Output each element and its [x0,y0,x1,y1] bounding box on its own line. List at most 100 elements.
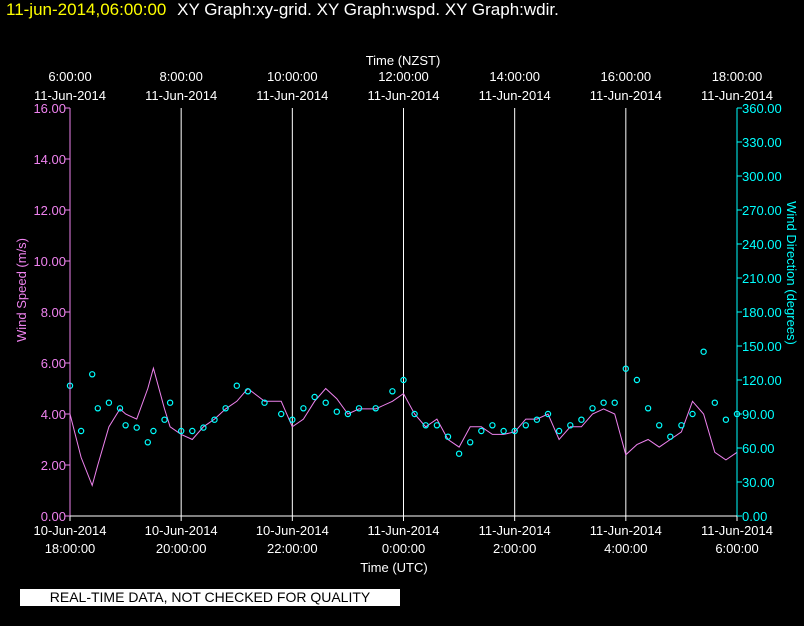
bottom-tick-time: 0:00:00 [382,541,425,556]
wind-direction-point [177,427,185,435]
wind-direction-point [211,416,218,423]
wind-direction-point [261,399,268,406]
wind-direction-point [411,410,418,418]
left-tick-label: 0.00 [41,509,66,524]
wind-direction-point [400,376,407,384]
wind-direction-point [722,416,730,423]
wind-direction-point [433,422,441,429]
series-layer [66,348,741,487]
bottom-tick-date: 11-Jun-2014 [479,523,551,538]
wind-direction-point [500,427,507,435]
wind-direction-point [511,427,518,435]
wind-direction-point [222,405,229,412]
wind-direction-point [644,405,652,412]
right-tick-label: 150.00 [742,339,782,354]
right-tick-label: 300.00 [742,169,782,184]
wind-direction-point [444,433,452,440]
wind-direction-point [389,388,396,395]
right-tick-label: 180.00 [742,305,782,320]
quality-disclaimer: REAL-TIME DATA, NOT CHECKED FOR QUALITY [20,589,400,606]
top-tick-date: 11-Jun-2014 [590,88,662,103]
wind-direction-point [105,399,113,406]
bottom-tick-date: 11-Jun-2014 [701,523,773,538]
right-tick-label: 30.00 [742,475,775,490]
wind-direction-point [144,439,151,446]
wind-direction-point [344,410,352,418]
bottom-axis-title: Time (UTC) [360,560,427,575]
wind-direction-point [478,427,485,435]
wind-direction-point [289,416,296,423]
wind-direction-point [544,410,552,418]
wind-direction-point [489,422,496,429]
wind-direction-point [600,399,607,406]
left-tick-label: 4.00 [41,407,66,422]
right-tick-label: 120.00 [742,373,782,388]
top-tick-time: 16:00:00 [601,69,652,84]
bottom-tick-date: 10-Jun-2014 [145,523,218,538]
bottom-tick-time: 22:00:00 [267,541,318,556]
left-tick-label: 12.00 [33,203,66,218]
wind-direction-point [522,422,530,429]
right-axis-title: Wind Direction (degrees) [784,201,799,345]
wind-direction-point [711,399,719,406]
wind-direction-point [166,399,174,406]
bottom-tick-time: 18:00:00 [45,541,96,556]
left-axis-title: Wind Speed (m/s) [14,238,29,342]
top-tick-date: 11-Jun-2014 [367,88,439,103]
top-tick-time: 14:00:00 [489,69,540,84]
wind-direction-point [589,405,596,412]
wind-direction-point [611,399,618,406]
wind-direction-point [161,416,168,423]
right-tick-label: 60.00 [742,441,775,456]
wind-direction-point [422,422,429,429]
right-tick-label: 0.00 [742,509,767,524]
wind-direction-point [700,348,707,355]
wind-direction-point [372,405,379,412]
wind-direction-point [667,433,674,440]
wind-direction-point [311,393,318,401]
top-tick-date: 11-Jun-2014 [256,88,328,103]
bottom-tick-date: 11-Jun-2014 [590,523,662,538]
wind-direction-point [200,424,207,431]
wind-direction-point [122,422,129,429]
right-tick-label: 330.00 [742,135,782,150]
left-tick-label: 10.00 [33,254,66,269]
wind-direction-point [555,427,563,435]
wind-direction-point [116,405,124,412]
right-tick-label: 240.00 [742,237,782,252]
wind-direction-point [322,399,329,406]
wind-direction-series [66,348,741,457]
wind-direction-point [455,450,463,457]
left-tick-label: 6.00 [41,356,66,371]
top-tick-time: 18:00:00 [712,69,763,84]
wind-direction-point [355,405,363,412]
bottom-tick-date: 10-Jun-2014 [256,523,329,538]
wind-direction-point [244,388,252,395]
wind-direction-point [567,422,574,429]
wind-direction-point [467,439,474,446]
header-timestamp: 11-jun-2014,06:00:00 [6,0,167,19]
bottom-tick-time: 20:00:00 [156,541,207,556]
wind-direction-point [88,371,96,378]
left-tick-label: 2.00 [41,458,66,473]
wind-direction-point [233,382,240,389]
wind-direction-point [77,427,85,435]
header: 11-jun-2014,06:00:00 XY Graph:xy-grid. X… [6,0,559,20]
wind-direction-point [333,408,340,415]
left-tick-label: 8.00 [41,305,66,320]
bottom-tick-time: 2:00:00 [493,541,536,556]
wind-speed-series [69,366,738,487]
grid-lines [65,107,742,521]
top-axis-title: Time (NZST) [366,53,441,68]
left-tick-label: 16.00 [33,101,66,116]
top-tick-date: 11-Jun-2014 [479,88,551,103]
header-title: XY Graph:xy-grid. XY Graph:wspd. XY Grap… [177,0,559,19]
top-tick-time: 8:00:00 [159,69,202,84]
wind-direction-point [656,422,663,429]
top-tick-time: 12:00:00 [378,69,429,84]
wind-direction-point [300,405,307,412]
top-tick-time: 10:00:00 [267,69,318,84]
top-tick-date: 11-Jun-2014 [145,88,217,103]
wind-direction-point [678,422,685,429]
